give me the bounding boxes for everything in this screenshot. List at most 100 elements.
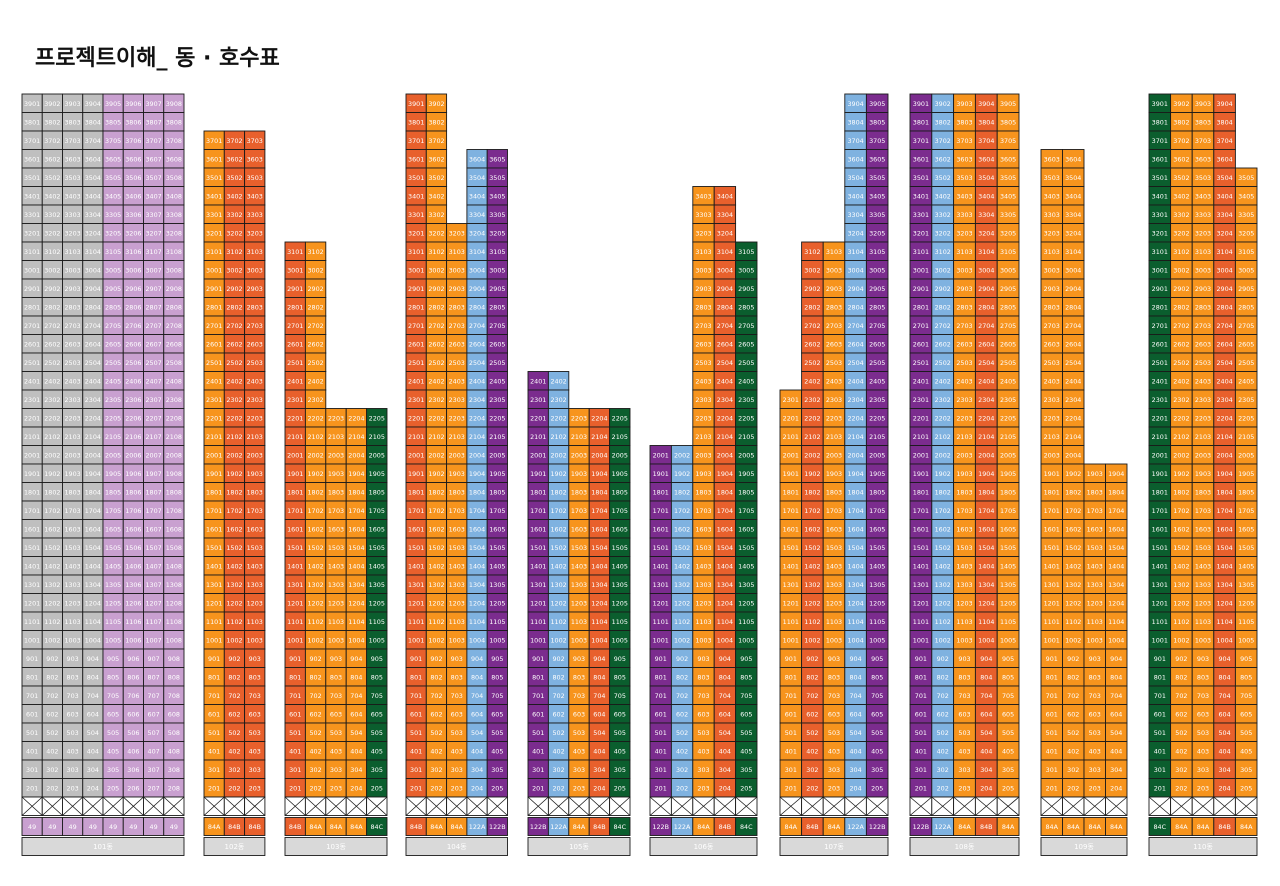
unit-number: 3402 xyxy=(1173,192,1189,200)
unit-number: 2004 xyxy=(591,451,607,459)
building-name: 105동 xyxy=(569,843,589,851)
unit-number: 2105 xyxy=(489,433,505,441)
unit-number: 406 xyxy=(127,747,139,755)
unit-number: 605 xyxy=(491,710,503,718)
unit-number: 3003 xyxy=(449,266,465,274)
unit-number: 1501 xyxy=(287,544,303,552)
unit-number: 1603 xyxy=(956,525,972,533)
unit-number: 1501 xyxy=(206,544,222,552)
unit-number: 404 xyxy=(1218,747,1230,755)
unit-number: 1403 xyxy=(1087,562,1103,570)
unit-number: 505 xyxy=(107,729,119,737)
unit-number: 2002 xyxy=(804,451,820,459)
unit-number: 2601 xyxy=(1152,340,1168,348)
unit-number: 2003 xyxy=(695,451,711,459)
unit-number: 2803 xyxy=(695,303,711,311)
unit-number: 1002 xyxy=(307,636,323,644)
unit-number: 1705 xyxy=(489,507,505,515)
unit-number: 801 xyxy=(208,673,220,681)
unit-number: 2002 xyxy=(428,451,444,459)
unit-number: 604 xyxy=(471,710,483,718)
unit-number: 1301 xyxy=(783,581,799,589)
unit-number: 902 xyxy=(430,655,442,663)
piloti-cross xyxy=(82,796,104,816)
unit-type: 84A xyxy=(958,823,971,831)
unit-number: 3503 xyxy=(64,174,80,182)
unit-number: 2801 xyxy=(913,303,929,311)
unit-number: 3701 xyxy=(206,137,222,145)
unit-number: 1702 xyxy=(1173,507,1189,515)
unit-number: 1803 xyxy=(1087,488,1103,496)
unit-number: 1601 xyxy=(287,525,303,533)
unit-number: 2203 xyxy=(571,414,587,422)
unit-number: 2804 xyxy=(469,303,485,311)
unit-number: 2604 xyxy=(978,340,994,348)
unit-number: 2201 xyxy=(530,414,546,422)
unit-number: 1803 xyxy=(328,488,344,496)
unit-number: 3104 xyxy=(469,248,485,256)
unit-number: 3702 xyxy=(1173,137,1189,145)
unit-number: 803 xyxy=(451,673,463,681)
unit-number: 1503 xyxy=(695,544,711,552)
unit-type: 84A xyxy=(573,823,586,831)
unit-number: 3102 xyxy=(935,248,951,256)
unit-number: 3903 xyxy=(64,100,80,108)
unit-number: 2803 xyxy=(1044,303,1060,311)
unit-number: 3805 xyxy=(1000,118,1016,126)
unit-number: 1001 xyxy=(24,636,40,644)
unit-number: 2603 xyxy=(64,340,80,348)
unit-number: 1502 xyxy=(307,544,323,552)
unit-number: 3502 xyxy=(428,174,444,182)
unit-number: 2005 xyxy=(369,451,385,459)
unit-type: 84B xyxy=(719,823,732,831)
unit-number: 701 xyxy=(208,692,220,700)
unit-number: 803 xyxy=(958,673,970,681)
building-name: 106동 xyxy=(694,843,714,851)
unit-number: 3203 xyxy=(64,229,80,237)
unit-number: 1902 xyxy=(935,470,951,478)
unit-number: 1705 xyxy=(1000,507,1016,515)
unit-number: 2205 xyxy=(738,414,754,422)
unit-number: 1602 xyxy=(307,525,323,533)
unit-number: 901 xyxy=(208,655,220,663)
unit-number: 707 xyxy=(148,692,160,700)
unit-number: 1603 xyxy=(247,525,263,533)
unit-number: 1801 xyxy=(24,488,40,496)
unit-number: 3708 xyxy=(166,137,182,145)
unit-number: 3403 xyxy=(64,192,80,200)
unit-number: 1505 xyxy=(738,544,754,552)
unit-number: 805 xyxy=(871,673,883,681)
unit-number: 305 xyxy=(740,766,752,774)
unit-number: 204 xyxy=(350,784,362,792)
unit-number: 3003 xyxy=(64,266,80,274)
unit-number: 302 xyxy=(806,766,818,774)
unit-number: 3204 xyxy=(85,229,101,237)
unit-number: 503 xyxy=(451,729,463,737)
unit-number: 3103 xyxy=(247,248,263,256)
unit-type: 84A xyxy=(430,823,443,831)
unit-number: 1901 xyxy=(24,470,40,478)
unit-type: 84B xyxy=(806,823,819,831)
unit-number: 1903 xyxy=(64,470,80,478)
unit-number: 2202 xyxy=(226,414,242,422)
type-cell xyxy=(996,817,1020,836)
unit-number: 2605 xyxy=(869,340,885,348)
unit-number: 2201 xyxy=(24,414,40,422)
unit-number: 2008 xyxy=(166,451,182,459)
unit-number: 2704 xyxy=(1216,322,1232,330)
unit-number: 802 xyxy=(676,673,688,681)
unit-number: 1304 xyxy=(85,581,101,589)
unit-number: 2904 xyxy=(717,285,733,293)
unit-number: 2403 xyxy=(449,377,465,385)
unit-number: 2505 xyxy=(1238,359,1254,367)
piloti-cross xyxy=(588,796,610,816)
unit-number: 1202 xyxy=(550,599,566,607)
building-name-bar xyxy=(21,837,185,856)
unit-number: 603 xyxy=(451,710,463,718)
unit-number: 1103 xyxy=(64,618,80,626)
unit-number: 504 xyxy=(350,729,362,737)
unit-number: 2803 xyxy=(449,303,465,311)
unit-number: 1304 xyxy=(717,581,733,589)
unit-number: 2005 xyxy=(105,451,121,459)
unit-number: 2204 xyxy=(469,414,485,422)
